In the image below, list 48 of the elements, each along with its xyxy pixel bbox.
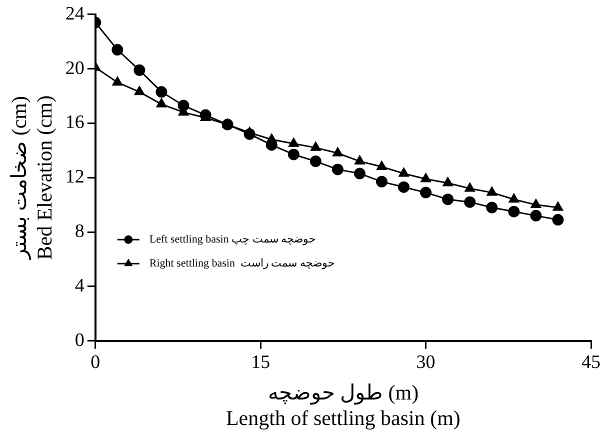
point bbox=[442, 177, 453, 186]
legend-label: Right settling basin حوضچه سمت راست bbox=[149, 257, 335, 270]
y-tick-label: 4 bbox=[74, 275, 85, 296]
y-tick-label: 12 bbox=[65, 166, 84, 188]
y-tick-label: 8 bbox=[74, 220, 84, 242]
y-tick-label: 16 bbox=[65, 112, 84, 134]
point bbox=[464, 182, 475, 192]
point bbox=[508, 194, 519, 203]
point bbox=[354, 168, 366, 180]
point bbox=[310, 142, 321, 151]
y-tick-label: 0 bbox=[74, 330, 84, 351]
point bbox=[486, 202, 498, 214]
x-tick-label: 15 bbox=[251, 352, 270, 374]
point bbox=[112, 44, 124, 56]
point bbox=[310, 156, 322, 168]
point bbox=[420, 173, 431, 182]
point bbox=[398, 181, 410, 193]
point bbox=[354, 156, 365, 165]
point bbox=[244, 126, 255, 136]
point bbox=[376, 160, 387, 170]
point bbox=[530, 210, 542, 222]
point bbox=[134, 86, 145, 96]
point bbox=[420, 186, 432, 198]
point bbox=[464, 196, 476, 208]
point bbox=[552, 214, 564, 226]
legend-label: Left settling basin حوضچه سمت چپ bbox=[149, 233, 316, 246]
point bbox=[266, 134, 277, 143]
point bbox=[376, 176, 388, 188]
point bbox=[398, 168, 409, 177]
x-tick-label: 30 bbox=[416, 352, 436, 374]
point bbox=[332, 147, 343, 156]
point bbox=[288, 138, 299, 147]
point bbox=[552, 202, 564, 211]
point bbox=[442, 194, 454, 206]
point bbox=[156, 86, 168, 98]
point bbox=[156, 98, 167, 108]
point bbox=[112, 76, 123, 86]
point bbox=[508, 206, 520, 218]
point bbox=[530, 199, 542, 208]
point bbox=[134, 64, 146, 76]
x-tick-label: 0 bbox=[90, 352, 100, 374]
y-tick-label: 20 bbox=[65, 58, 84, 79]
x-tick-label: 45 bbox=[582, 352, 600, 374]
point bbox=[486, 186, 497, 196]
point bbox=[288, 148, 300, 160]
y-tick-label: 24 bbox=[65, 3, 85, 24]
point bbox=[332, 164, 344, 176]
point bbox=[222, 118, 233, 128]
